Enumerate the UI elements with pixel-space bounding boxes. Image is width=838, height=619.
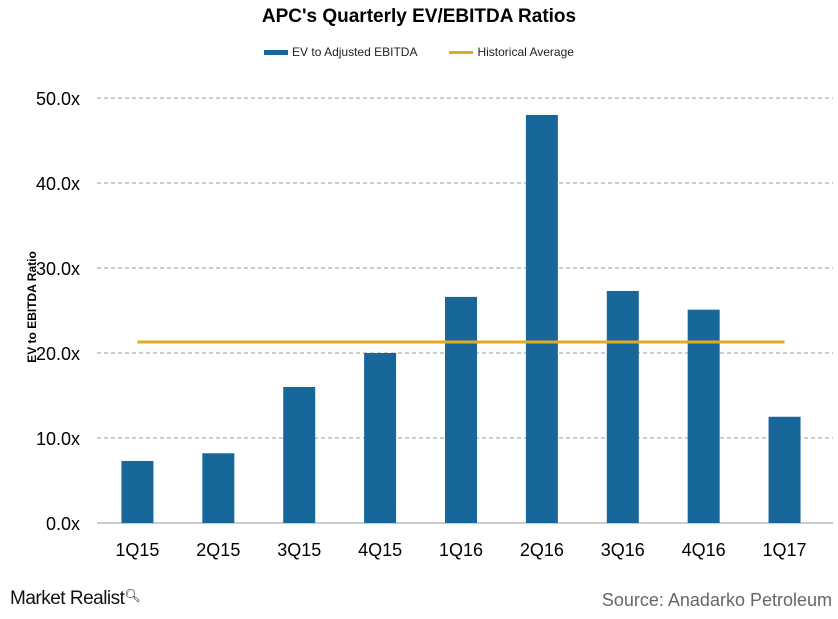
bar-3Q15 [283,387,316,523]
bar-1Q17 [768,416,801,523]
x-tick-label: 3Q15 [277,540,321,560]
bar-1Q15 [121,460,154,523]
bar-4Q15 [364,353,397,523]
legend-label-line: Historical Average [477,45,574,59]
x-tick-label: 4Q16 [682,540,726,560]
x-tick-label: 2Q16 [520,540,564,560]
x-tick-label: 1Q17 [763,540,807,560]
y-tick-label: 20.0x [36,344,80,364]
chart-title: APC's Quarterly EV/EBITDA Ratios [261,6,577,27]
y-tick-label: 40.0x [36,174,80,194]
bar-2Q15 [202,453,235,523]
x-tick-label: 1Q16 [439,540,483,560]
x-tick-label: 1Q15 [115,540,159,560]
y-tick-label: 30.0x [36,259,80,279]
bar-3Q16 [606,290,639,523]
y-tick-label: 0.0x [46,514,80,534]
source-note: Source: Anadarko Petroleum [601,590,832,610]
x-tick-label: 3Q16 [601,540,645,560]
y-tick-label: 50.0x [36,89,80,109]
market-realist-logo: Market Realist🔍︎ [10,588,141,610]
legend-item-line: Historical Average [449,45,574,59]
legend-swatch-bar [264,49,289,55]
x-tick-label: 4Q15 [358,540,402,560]
legend-label-bar: EV to Adjusted EBITDA [292,45,418,59]
legend: EV to Adjusted EBITDA Historical Average [0,45,838,59]
x-tick-label: 2Q15 [196,540,240,560]
bar-1Q16 [445,296,477,523]
bar-2Q16 [525,115,558,523]
legend-swatch-line [449,50,474,54]
magnifier-chart-icon: 🔍︎ [124,588,141,603]
y-tick-label: 10.0x [36,429,80,449]
legend-item-bar: EV to Adjusted EBITDA [264,45,417,59]
bar-4Q16 [687,309,720,523]
brand-text: Market Realist [10,588,125,609]
